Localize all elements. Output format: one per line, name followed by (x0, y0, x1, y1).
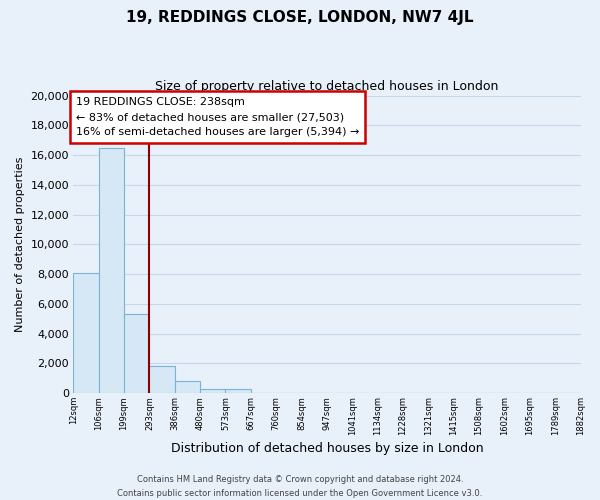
Bar (149, 366, 175, 393)
X-axis label: Distribution of detached houses by size in London: Distribution of detached houses by size … (170, 442, 483, 455)
Bar (124, 314, 149, 393)
Title: Size of property relative to detached houses in London: Size of property relative to detached ho… (155, 80, 499, 93)
Text: Contains HM Land Registry data © Crown copyright and database right 2024.
Contai: Contains HM Land Registry data © Crown c… (118, 476, 482, 498)
Text: 19, REDDINGS CLOSE, LONDON, NW7 4JL: 19, REDDINGS CLOSE, LONDON, NW7 4JL (126, 10, 474, 25)
Bar (226, 390, 251, 393)
Text: 19 REDDINGS CLOSE: 238sqm
← 83% of detached houses are smaller (27,503)
16% of s: 19 REDDINGS CLOSE: 238sqm ← 83% of detac… (76, 97, 359, 138)
Bar (99, 148, 124, 393)
Bar (200, 390, 226, 393)
Bar (73, 272, 99, 393)
Y-axis label: Number of detached properties: Number of detached properties (15, 156, 25, 332)
Bar (175, 381, 200, 393)
